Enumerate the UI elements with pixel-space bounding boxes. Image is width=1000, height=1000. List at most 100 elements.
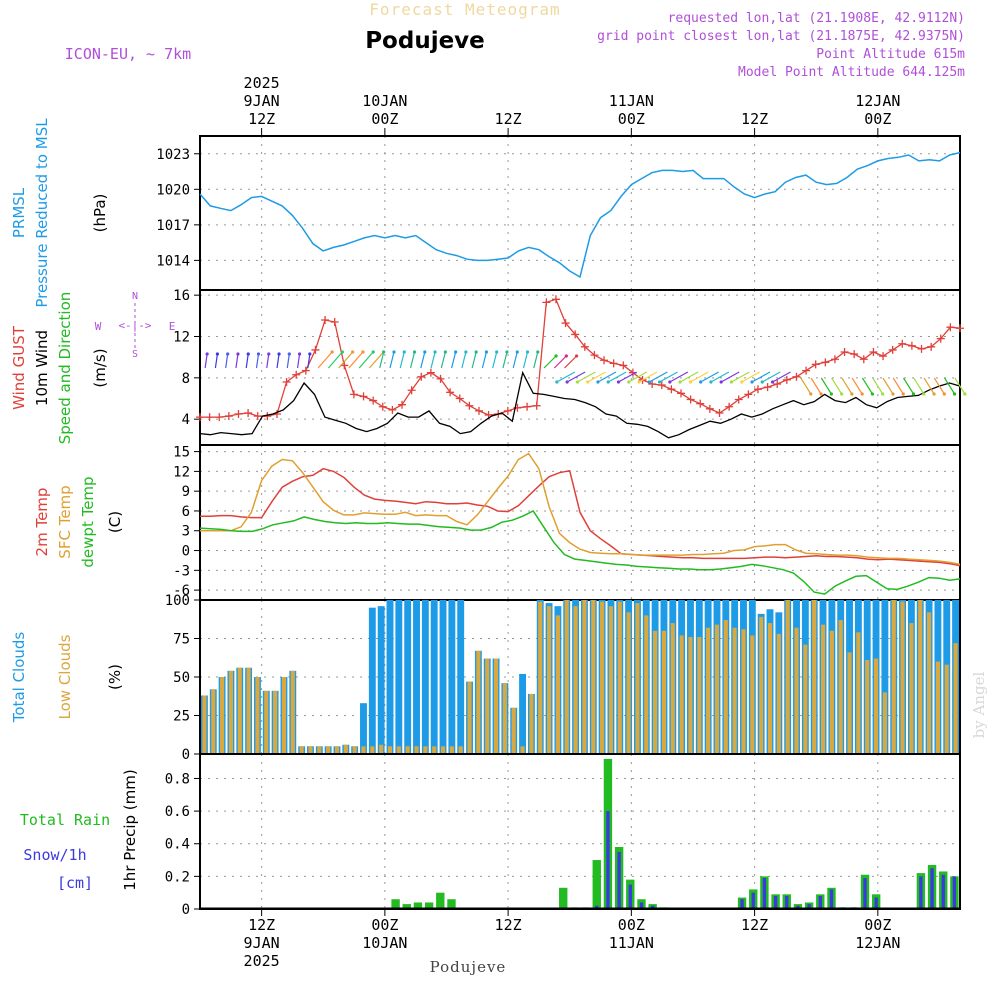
gust-marker xyxy=(388,405,397,414)
series-line-dewpt-temp xyxy=(199,510,961,595)
wind-arrow-head xyxy=(952,392,957,396)
pressure-label-2: (hPa) xyxy=(91,194,109,233)
gust-marker xyxy=(523,402,532,411)
cloud-low-bar xyxy=(299,746,304,753)
snow-bar xyxy=(919,876,923,908)
wind-panel: 4 8 12 16 xyxy=(173,288,967,446)
gust-marker xyxy=(734,395,743,404)
gust-marker xyxy=(244,408,253,417)
cloud-total-bar xyxy=(881,600,889,753)
gust-marker xyxy=(398,400,407,409)
cloud-low-bar xyxy=(308,746,313,753)
wind-arrow xyxy=(420,351,426,369)
top-tick-label: 12Z xyxy=(248,110,275,128)
wind-arrow-head xyxy=(688,380,692,384)
cloud-low-bar xyxy=(538,601,543,753)
wind-arrow-head xyxy=(606,380,610,384)
wind-arrow xyxy=(587,371,606,383)
wind-arrow xyxy=(204,353,208,369)
cloud-low-bar xyxy=(767,623,773,753)
clouds-panel: 0 25 50 75 100 xyxy=(165,593,961,763)
wind-arrow-head xyxy=(277,352,281,356)
cloud-low-bar xyxy=(900,601,905,753)
wind-arrow-head xyxy=(525,350,530,354)
snow-bar xyxy=(818,895,822,908)
cloud-low-bar xyxy=(732,627,737,753)
gust-marker xyxy=(311,345,320,354)
wind-arrow xyxy=(710,371,730,383)
bottom-tick-label: 2025 xyxy=(244,952,280,970)
pressure-ytick-label: 1017 xyxy=(156,218,190,234)
gust-marker xyxy=(956,324,964,333)
top-tick-label: 9JAN xyxy=(244,92,280,110)
gust-marker xyxy=(850,350,859,359)
snow-bar xyxy=(762,878,767,908)
wind-arrow xyxy=(533,351,539,369)
wind-arrow xyxy=(317,351,333,369)
cloud-low-bar xyxy=(608,606,613,753)
cloud-total-bar xyxy=(519,673,527,753)
wind-arrow xyxy=(461,351,467,369)
wind-arrow-head xyxy=(361,350,365,354)
wind-arrow xyxy=(841,377,853,395)
cloud-low-bar xyxy=(414,746,419,753)
gust-marker xyxy=(551,295,560,304)
top-tick-label: 12Z xyxy=(741,110,768,128)
cloud-low-bar xyxy=(661,630,667,753)
gust-marker xyxy=(936,334,945,343)
gust-marker xyxy=(224,412,233,421)
top-tick-label: 2025 xyxy=(244,74,280,92)
wind-frame xyxy=(199,289,961,446)
gust-marker xyxy=(705,404,714,413)
wind-arrow-head xyxy=(382,350,386,354)
top-tick-label: 12Z xyxy=(495,110,522,128)
gust-marker xyxy=(888,345,897,354)
wind-arrow-head xyxy=(575,380,580,384)
cloud-low-bar xyxy=(220,677,225,753)
wind-arrow-head xyxy=(555,380,559,384)
gust-marker xyxy=(657,381,666,390)
wind-arrow xyxy=(861,377,873,395)
cloud-low-bar xyxy=(670,623,675,753)
wind-arrow xyxy=(679,371,699,383)
cloud-low-bar xyxy=(467,681,472,753)
wind-arrow xyxy=(731,371,750,383)
wind-arrow xyxy=(214,353,218,369)
cloud-low-bar xyxy=(617,601,622,753)
temp-label-2: dewpt Temp xyxy=(79,476,97,567)
gust-marker xyxy=(349,390,358,399)
wind-arrow xyxy=(872,377,884,395)
wind-arrow-head xyxy=(226,352,230,356)
rain-bar xyxy=(592,860,601,908)
wind-ytick-label: 8 xyxy=(182,371,190,387)
cloud-low-bar xyxy=(679,635,684,753)
wind-arrow xyxy=(556,371,576,383)
bottom-tick-label: 00Z xyxy=(371,916,398,934)
wind-arrow-head xyxy=(484,350,489,354)
cloud-low-bar xyxy=(343,744,348,753)
wind-arrow-head xyxy=(586,380,590,384)
pressure-label-0: PRMSL xyxy=(10,187,28,238)
cloud-total-bar xyxy=(430,600,438,753)
cloud-total-bar xyxy=(439,600,447,753)
cloud-low-bar xyxy=(228,670,233,753)
wind-arrow-head xyxy=(770,380,775,384)
temp-label-3: (C) xyxy=(106,511,124,533)
snow-bar xyxy=(740,899,744,908)
gust-marker xyxy=(753,385,762,394)
wind-arrow xyxy=(409,351,416,369)
series-line-2m-temp xyxy=(200,467,961,567)
snow-bar xyxy=(863,878,867,908)
cloud-low-bar xyxy=(273,690,278,753)
wind-arrow xyxy=(597,371,617,383)
compass-n: N xyxy=(132,291,138,302)
gust-marker xyxy=(802,366,811,375)
gust-marker xyxy=(321,315,330,324)
snow-bar xyxy=(606,811,610,908)
gust-marker xyxy=(927,342,936,351)
wind-arrow xyxy=(800,377,812,395)
cloud-low-bar xyxy=(485,658,490,753)
cloud-low-bar xyxy=(564,600,569,753)
cloud-low-bar xyxy=(591,600,596,753)
